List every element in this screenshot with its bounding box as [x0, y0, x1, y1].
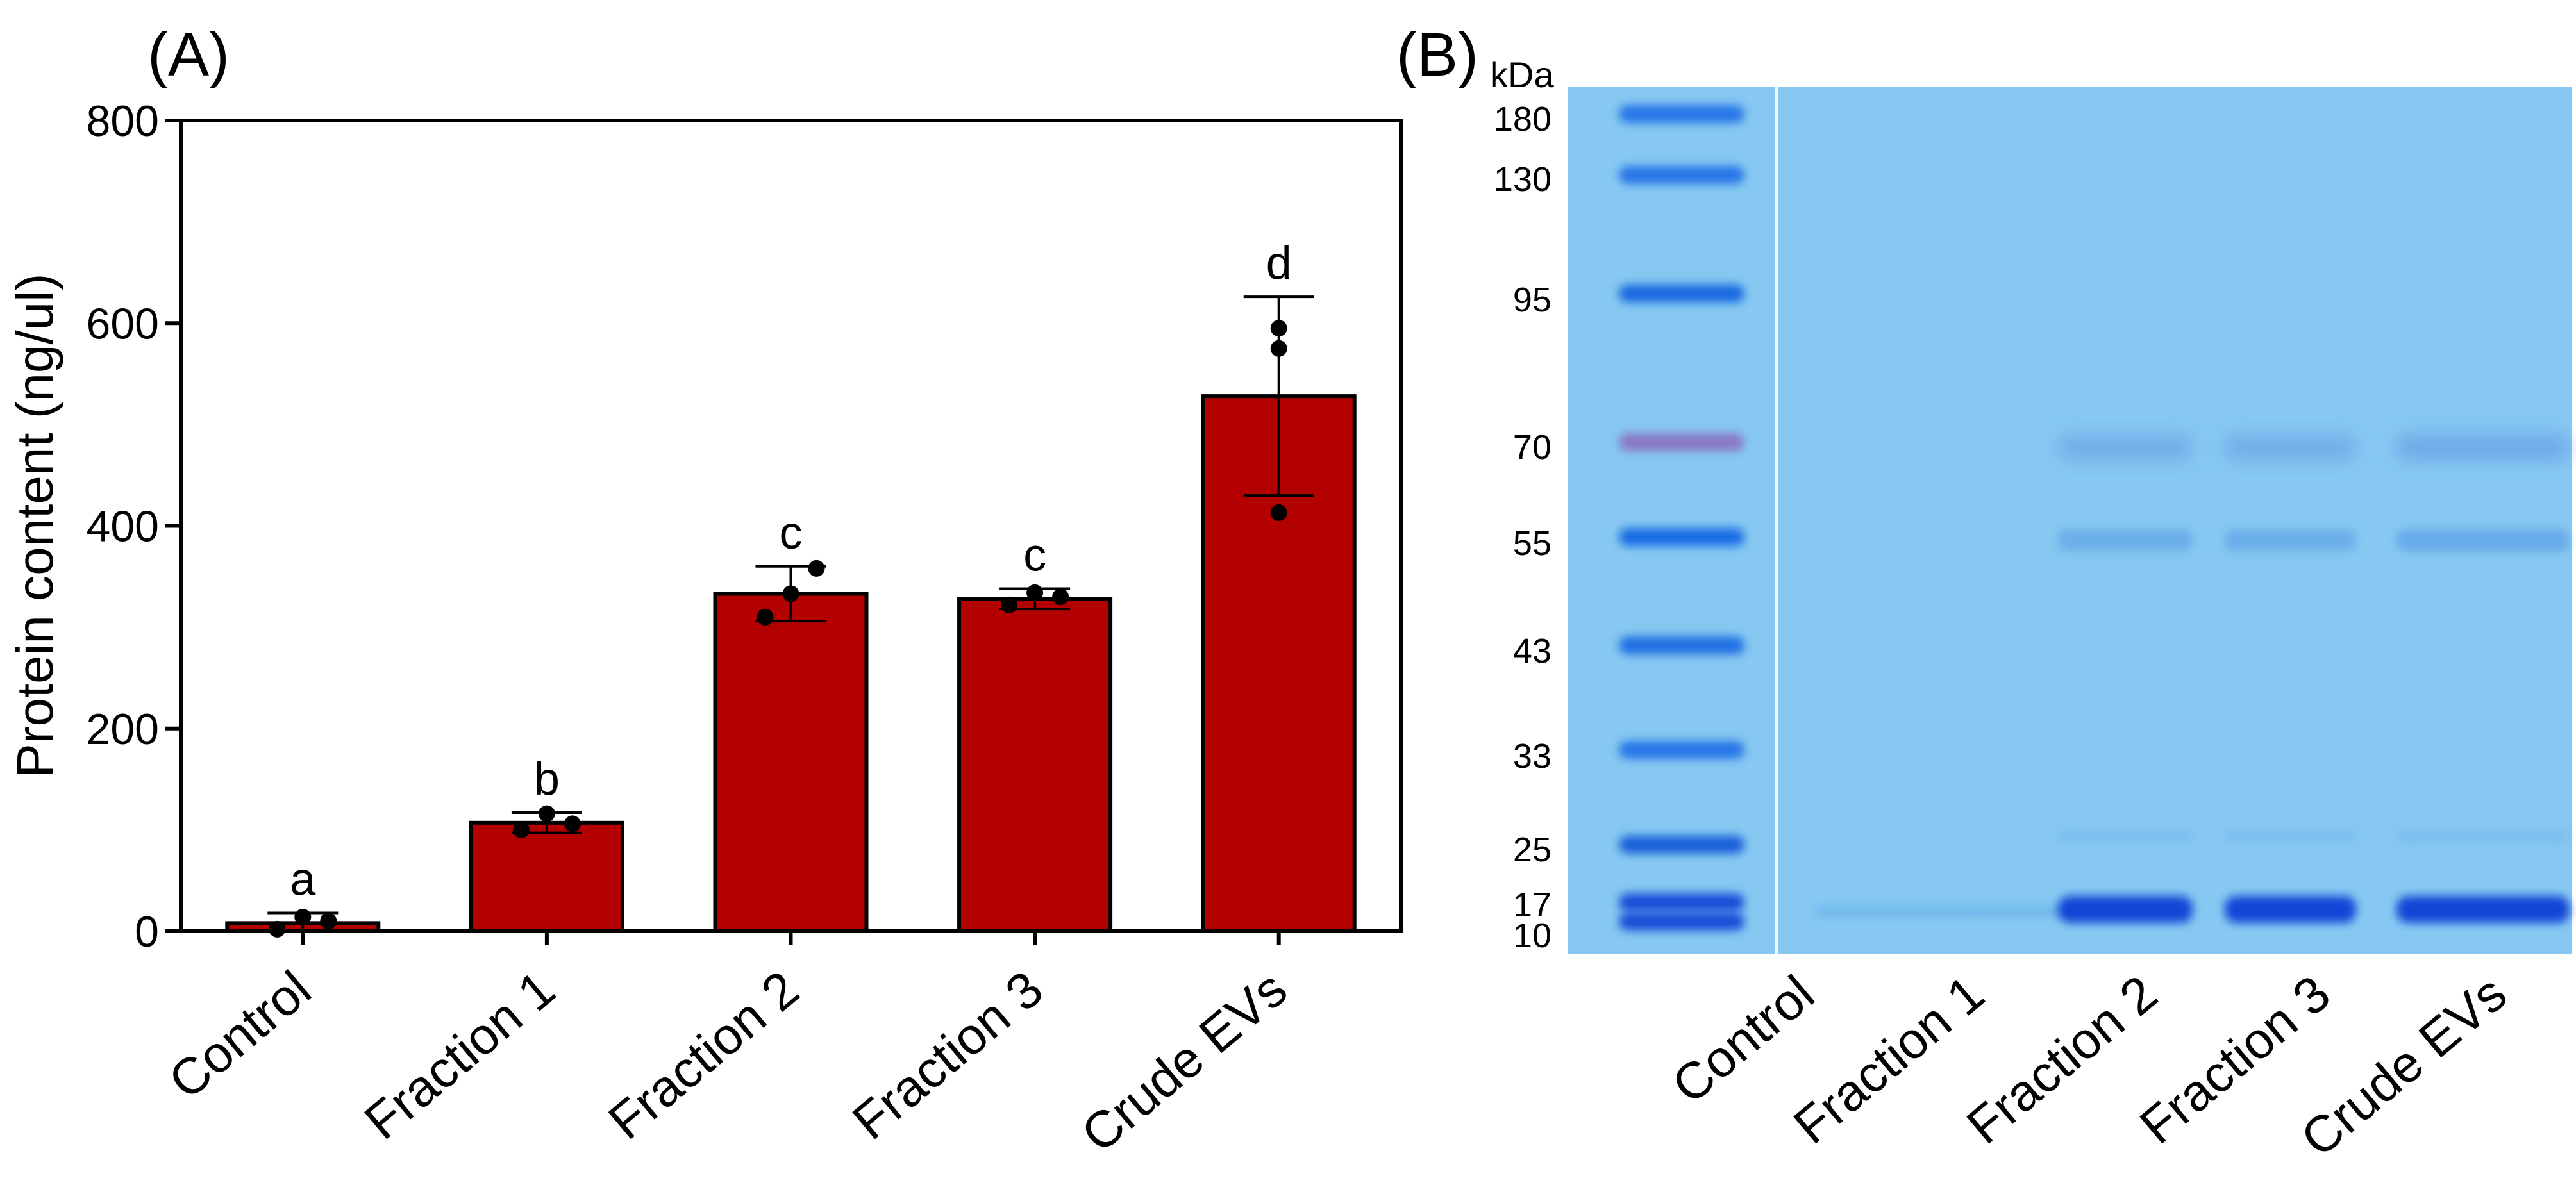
band-12kda — [2225, 896, 2356, 923]
band-25kda — [2396, 830, 2570, 843]
data-point — [564, 815, 581, 833]
gel-separator — [1775, 87, 1778, 954]
ladder-band — [1619, 105, 1744, 123]
data-point — [782, 585, 799, 602]
significance-letter: b — [534, 754, 560, 805]
data-point — [538, 805, 555, 822]
y-tick-label: 200 — [87, 705, 159, 754]
ladder-band — [1619, 166, 1744, 184]
kda-label: 25 — [1513, 831, 1551, 869]
data-point — [1052, 588, 1069, 606]
data-point — [808, 559, 825, 577]
sample-bands — [1814, 435, 2570, 923]
significance-letter: a — [290, 854, 316, 906]
band-55kda — [2058, 529, 2193, 551]
panel-b-label: (B) — [1396, 21, 1478, 89]
gel-lane-label: Fraction 1 — [1783, 965, 1995, 1155]
gel-image — [1568, 87, 2572, 954]
ladder-band — [1619, 636, 1744, 654]
band-55kda — [2396, 529, 2570, 551]
kda-label: 70 — [1513, 428, 1551, 467]
x-tick-label: Control — [158, 960, 321, 1110]
ladder-band — [1619, 741, 1744, 759]
kda-label: 33 — [1513, 737, 1551, 775]
data-point — [757, 608, 774, 626]
kda-label: 95 — [1513, 281, 1551, 319]
data-points — [269, 320, 1287, 938]
band-70kda — [2396, 435, 2570, 460]
faint-band — [1814, 906, 1968, 916]
kda-label: 130 — [1494, 160, 1551, 199]
kda-label: 43 — [1513, 632, 1551, 670]
band-12kda — [2058, 896, 2193, 923]
gel-lane-label: Control — [1661, 965, 1825, 1115]
panel-a: (A) Protein content (ng/ul) 0 200 400 600 80… — [6, 21, 1403, 1163]
y-axis-label: Protein content (ng/ul) — [6, 273, 63, 777]
x-axis-labels: Control Fraction 1 Fraction 2 Fraction 3 Cru… — [158, 931, 1298, 1163]
significance-letter: d — [1266, 238, 1292, 289]
bar — [957, 597, 1113, 933]
data-point — [1270, 340, 1287, 357]
bar — [469, 820, 624, 934]
bar — [713, 592, 869, 933]
kda-unit-label: kDa — [1490, 54, 1554, 95]
x-tick-label: Crude EVs — [1071, 960, 1298, 1163]
data-point — [1026, 584, 1044, 601]
x-tick-label: Fraction 1 — [354, 960, 565, 1150]
y-tick-label: 400 — [87, 502, 159, 551]
band-55kda — [2225, 529, 2356, 551]
significance-letters: a b c c d — [290, 238, 1291, 905]
data-point — [269, 920, 286, 938]
data-point — [1270, 320, 1287, 337]
ladder-band — [1619, 528, 1744, 546]
y-tick-label: 800 — [87, 97, 159, 145]
y-axis-ticks: 0 200 400 600 800 — [87, 97, 181, 956]
band-25kda — [2058, 830, 2193, 843]
ladder-band — [1619, 913, 1744, 931]
y-tick-label: 0 — [135, 907, 159, 956]
significance-letter: c — [1023, 530, 1046, 581]
data-point — [512, 821, 530, 838]
x-tick-label: Fraction 2 — [598, 960, 810, 1150]
gel-background — [1568, 87, 2572, 954]
band-70kda — [2058, 435, 2193, 460]
kda-label: 55 — [1513, 524, 1551, 563]
ladder-band — [1619, 285, 1744, 302]
x-tick-label: Fraction 3 — [842, 960, 1053, 1150]
kda-label: 17 — [1513, 886, 1551, 924]
kda-label: 180 — [1494, 100, 1551, 138]
ladder-band — [1619, 836, 1744, 854]
panel-a-label: (A) — [147, 21, 230, 89]
marker-ladder — [1619, 105, 1744, 931]
data-point — [1270, 504, 1287, 521]
data-point — [294, 908, 312, 925]
band-25kda — [2225, 830, 2356, 843]
significance-letter: c — [780, 508, 803, 559]
data-point — [1001, 596, 1018, 613]
bar-series — [225, 394, 1357, 934]
ladder-band — [1619, 433, 1744, 451]
gel-lane-label: Fraction 2 — [1956, 965, 2168, 1155]
ladder-band — [1619, 893, 1744, 911]
kda-label: 10 — [1513, 916, 1551, 955]
band-70kda — [2225, 435, 2356, 460]
band-12kda — [2396, 896, 2570, 923]
data-point — [320, 913, 337, 930]
y-tick-label: 600 — [87, 299, 159, 348]
